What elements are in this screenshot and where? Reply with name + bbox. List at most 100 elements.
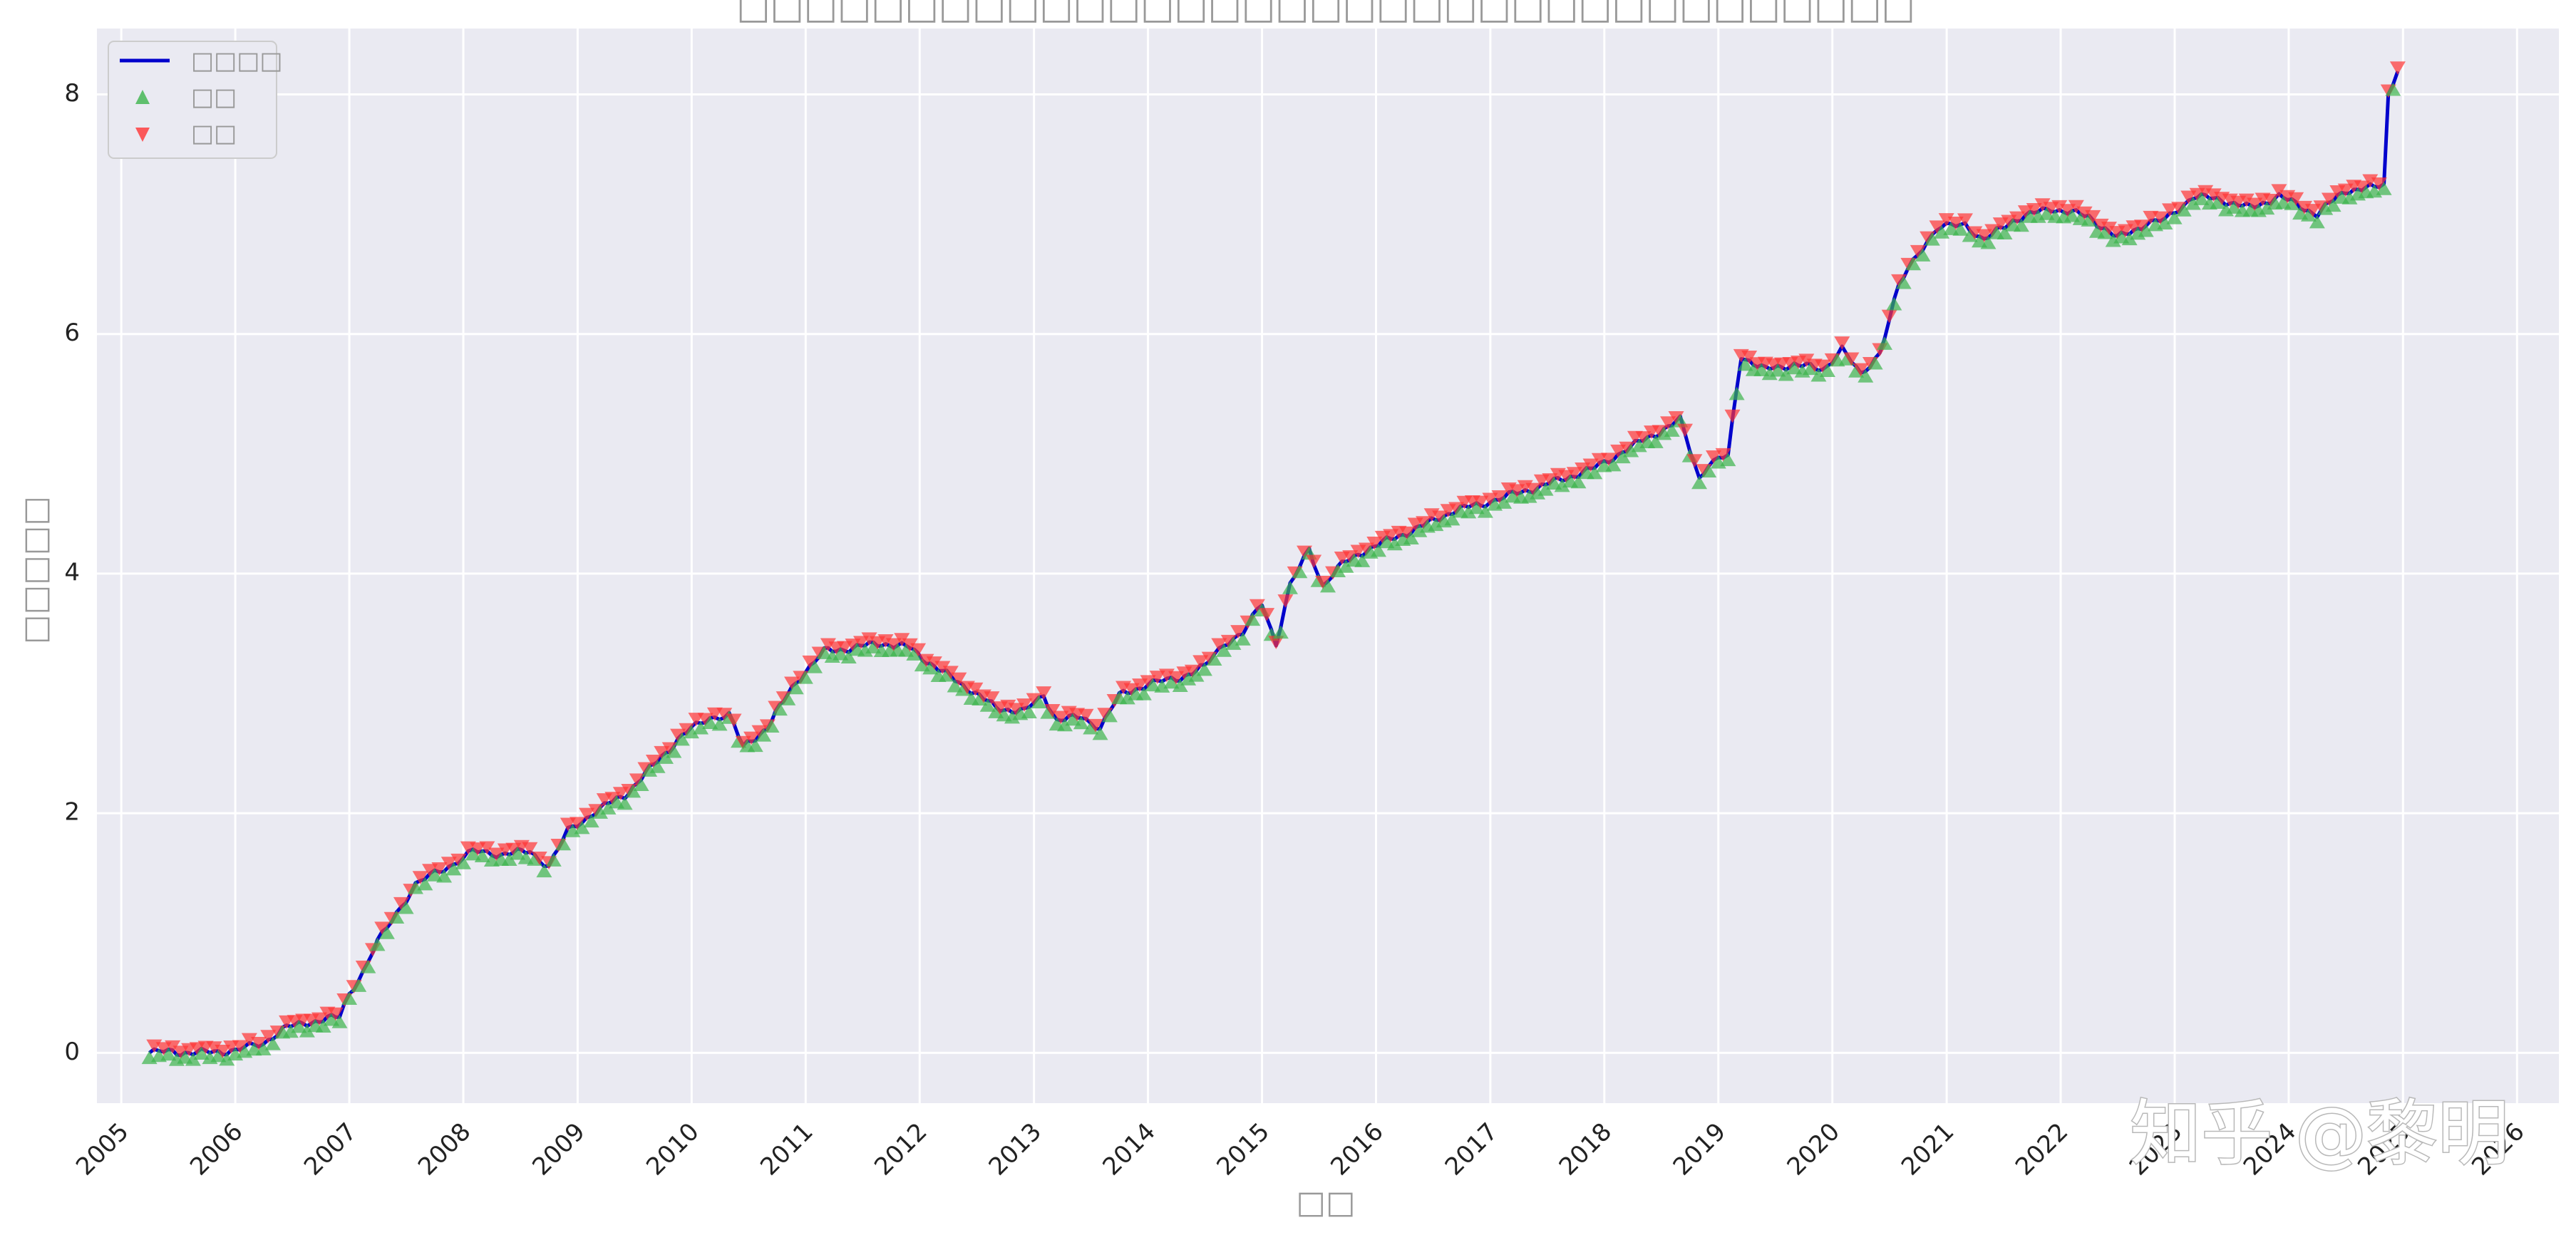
sell-marker [942,666,959,680]
sell-marker [431,862,448,876]
sell-marker [1947,216,1964,230]
y-tick-label: 8 [64,79,80,108]
sell-marker [327,1007,344,1021]
buy-marker [1915,248,1931,262]
sell-marker [1843,352,1860,366]
buy-marker [833,646,849,661]
buy-marker [2309,215,2325,229]
buy-marker [897,643,914,657]
buy-marker [291,1019,307,1033]
buy-marker [1370,543,1386,557]
sell-marker [374,921,391,936]
buy-marker [2013,218,2029,232]
buy-marker [1924,232,1940,246]
buy-marker [625,784,642,798]
buy-marker [592,805,609,819]
buy-marker [455,856,472,869]
buy-marker [1428,517,1444,532]
sell-marker [412,871,428,884]
buy-marker [711,717,728,731]
buy-marker [360,959,376,973]
buy-marker [1614,450,1631,464]
buy-marker [1196,662,1212,676]
buy-marker [2385,82,2401,96]
sell-marker [1044,703,1061,718]
sell-marker [505,842,522,857]
buy-marker [574,820,590,834]
sell-marker [1008,703,1024,717]
sell-marker [1416,516,1432,529]
buy-marker [2193,192,2210,205]
sell-marker [926,656,942,670]
buy-marker [2157,216,2173,230]
buy-marker [185,1052,201,1066]
sell-marker [2051,200,2068,214]
buy-marker [407,880,423,894]
sell-marker [2271,184,2287,198]
buy-marker [1154,679,1170,693]
buy-marker [1031,695,1047,708]
sell-marker [2060,204,2076,217]
sell-marker [861,632,877,646]
sell-marker [1575,462,1591,476]
buy-marker [922,661,939,675]
sell-marker [1473,495,1489,510]
buy-marker [1786,361,1803,375]
x-tick-label: 2007 [299,1117,362,1181]
buy-marker [1338,559,1354,573]
buy-marker [1225,636,1242,650]
legend-label-sell: □□ [191,120,237,148]
buy-marker [315,1019,331,1033]
sell-marker [441,857,457,870]
x-axis-title: □□ [1296,1184,1355,1221]
buy-marker [1065,712,1081,726]
sell-marker [1558,470,1575,484]
sell-marker [1660,416,1676,430]
sell-marker [1366,537,1383,550]
buy-marker [763,719,780,733]
x-tick-label: 2014 [1097,1117,1160,1181]
buy-marker [583,814,599,828]
sell-marker [885,638,902,652]
buy-marker [1886,296,1902,311]
buy-marker [1877,336,1893,350]
legend-sell-icon [135,128,150,142]
sell-marker [820,638,836,652]
sell-marker [311,1012,328,1026]
sell-marker [1268,636,1284,649]
buy-marker [282,1024,299,1038]
buy-marker [2097,225,2113,239]
buy-marker [1354,554,1371,567]
buy-marker [756,728,772,742]
buy-marker [1282,581,1298,594]
sell-marker [894,633,910,646]
sell-marker [579,807,595,822]
x-tick-label: 2008 [413,1117,476,1181]
sell-marker [1705,450,1721,464]
sell-marker [2068,200,2084,214]
legend-buy-icon [135,90,150,104]
sell-marker [1976,229,1992,243]
buy-marker [1057,718,1073,732]
sell-marker [1929,220,1945,234]
sell-marker [1306,554,1322,569]
buy-marker [1163,675,1180,689]
sell-marker [2034,198,2051,212]
buy-marker [1570,475,1587,489]
sell-marker [1078,708,1094,723]
sell-marker [1491,490,1508,504]
sell-marker [422,864,438,877]
buy-marker [2300,208,2317,222]
buy-marker [1386,537,1403,551]
x-tick-label: 2010 [641,1117,704,1181]
buy-marker [988,705,1004,718]
buy-marker [1647,435,1664,448]
sell-marker [470,842,486,856]
legend: □□□□ □□ □□ [108,41,283,159]
x-tick-label: 2019 [1668,1117,1731,1181]
buy-marker [1119,691,1135,705]
buy-marker [378,926,395,939]
y-tick-label: 2 [64,798,80,827]
buy-marker [193,1046,210,1060]
buy-marker [1145,678,1161,692]
